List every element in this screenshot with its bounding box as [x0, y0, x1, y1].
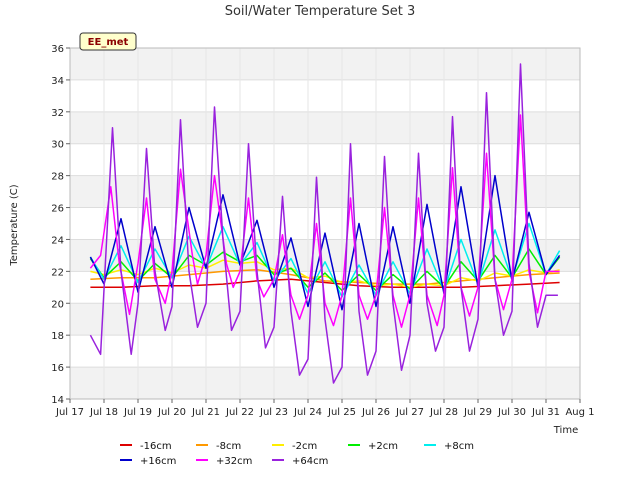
x-tick-label: Jul 29 [463, 407, 492, 418]
x-tick-label: Jul 19 [123, 407, 152, 418]
y-tick-label: 30 [51, 140, 64, 151]
x-tick-label: Jul 23 [259, 407, 288, 418]
series-line-+32cm [89, 114, 560, 328]
legend-label: -16cm [140, 441, 172, 452]
x-tick-label: Jul 26 [361, 407, 390, 418]
y-tick-label: 16 [51, 363, 64, 374]
legend: -16cm -8cm -2cm +2cm +8cm +16cm +32cm +64cm [120, 441, 474, 467]
legend-label: -2cm [292, 441, 317, 452]
chart-title: Soil/Water Temperature Set 3 [225, 4, 416, 19]
badge-box [79, 32, 137, 51]
x-tick-label: Jul 28 [429, 407, 458, 418]
badge-label: EE_met [88, 37, 129, 48]
legend-label: -8cm [216, 441, 241, 452]
y-tick-label: 18 [51, 331, 64, 342]
series-line--2cm [90, 259, 560, 289]
plot-frame [69, 47, 581, 400]
series-line--16cm [90, 278, 560, 289]
x-tick-label: Jul 27 [395, 407, 424, 418]
station-badge: EE_met [79, 32, 137, 51]
series-line-+16cm [89, 174, 561, 311]
series-layer [89, 63, 561, 384]
y-tick-label: 36 [51, 44, 64, 55]
x-axis-label: Time [553, 425, 578, 436]
legend-label: +64cm [292, 456, 328, 467]
grid-band [70, 175, 580, 208]
legend-label: +16cm [140, 456, 176, 467]
grid-band [70, 48, 580, 80]
x-tick-label: Jul 24 [293, 407, 322, 418]
y-tick-label: 22 [51, 267, 64, 278]
y-axis-label: Temperature (C) [9, 184, 20, 266]
legend-label: +32cm [216, 456, 252, 467]
legend-label: +8cm [444, 441, 474, 452]
y-tick-label: 34 [51, 76, 64, 87]
y-tick-label: 20 [51, 299, 64, 310]
grid-band [70, 367, 580, 399]
y-tick-label: 26 [51, 204, 64, 215]
y-tick-label: 28 [51, 172, 64, 183]
series-line-+64cm [89, 63, 558, 384]
y-tick-label: 32 [51, 108, 64, 119]
plot-bands [70, 48, 580, 399]
x-tick-label: Jul 30 [497, 407, 526, 418]
x-tick-label: Jul 20 [157, 407, 186, 418]
x-tick-label: Jul 18 [89, 407, 118, 418]
legend-label: +2cm [368, 441, 398, 452]
x-tick-label: Jul 17 [55, 407, 84, 418]
y-tick-label: 14 [51, 395, 64, 406]
x-axis-ticks: Jul 17 Jul 18 Jul 19 Jul 20 Jul 21 Jul 22 Jul … [55, 399, 595, 418]
x-tick-label: Jul 21 [191, 407, 220, 418]
grid-band [70, 111, 580, 144]
x-tick-label: Aug 1 [565, 407, 594, 418]
x-tick-label: Jul 25 [327, 407, 356, 418]
y-axis-ticks: 14 16 18 20 22 24 26 28 30 32 34 36 [51, 44, 70, 406]
x-tick-label: Jul 22 [225, 407, 254, 418]
x-tick-label: Jul 31 [531, 407, 560, 418]
y-tick-label: 24 [51, 235, 64, 246]
series-line-+2cm [89, 248, 561, 292]
